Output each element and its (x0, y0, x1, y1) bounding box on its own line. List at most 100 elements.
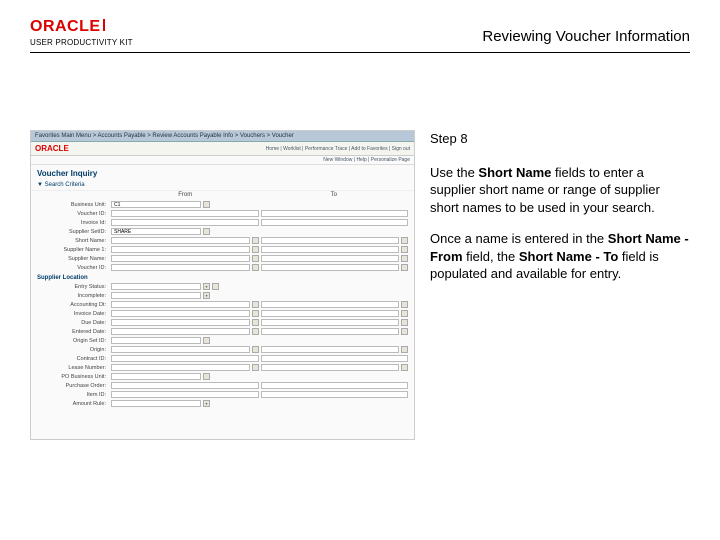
lookup-icon[interactable] (203, 201, 210, 208)
chevron-down-icon[interactable]: ▾ (203, 400, 210, 407)
from-to-header: From To (31, 191, 414, 200)
to-input[interactable] (261, 346, 400, 353)
top-links: Home | Worklist | Performance Trace | Ad… (266, 146, 410, 152)
lookup-icon[interactable] (401, 364, 408, 371)
to-input[interactable] (261, 255, 400, 262)
to-input[interactable] (261, 219, 409, 226)
section-toggle[interactable]: ▼ Search Criteria (31, 180, 414, 191)
form-row: Purchase Order: (37, 381, 408, 390)
form-row: Entered Date: (37, 327, 408, 336)
title-underline (30, 52, 690, 53)
lookup-icon[interactable] (401, 319, 408, 326)
field-label: Origin: (37, 347, 109, 353)
chevron-down-icon[interactable]: ▾ (203, 292, 210, 299)
lookup-icon[interactable] (203, 228, 210, 235)
field-label: Invoice Id: (37, 220, 109, 226)
from-input[interactable] (111, 210, 259, 217)
form-row: Origin: (37, 345, 408, 354)
from-input[interactable] (111, 255, 250, 262)
lookup-icon[interactable] (401, 328, 408, 335)
dropdown-field[interactable] (111, 283, 201, 290)
from-input[interactable] (111, 301, 250, 308)
to-input[interactable] (261, 319, 400, 326)
from-input[interactable] (111, 237, 250, 244)
form-body-2: Entry Status:▾Incomplete:▾Accounting Dt:… (31, 282, 414, 408)
lookup-icon[interactable] (252, 255, 259, 262)
lookup-icon[interactable] (401, 346, 408, 353)
lookup-icon[interactable] (252, 246, 259, 253)
dropdown-field[interactable] (111, 292, 201, 299)
sub-links: New Window | Help | Personalize Page (31, 156, 414, 165)
from-input[interactable] (111, 346, 250, 353)
from-input[interactable] (111, 246, 250, 253)
text-input[interactable]: SHARE (111, 228, 201, 235)
field-label: Invoice Date: (37, 311, 109, 317)
from-input[interactable] (111, 355, 259, 362)
lookup-icon[interactable] (252, 364, 259, 371)
form-row: Voucher ID: (37, 209, 408, 218)
text-input[interactable]: C1 (111, 201, 201, 208)
to-input[interactable] (261, 391, 409, 398)
to-input[interactable] (261, 246, 400, 253)
form-row: Contract ID: (37, 354, 408, 363)
from-input[interactable] (111, 264, 250, 271)
field-label: Purchase Order: (37, 383, 109, 389)
to-input[interactable] (261, 264, 400, 271)
from-input[interactable] (111, 219, 259, 226)
form-row: Invoice Id: (37, 218, 408, 227)
to-input[interactable] (261, 355, 409, 362)
field-label: Entry Status: (37, 284, 109, 290)
lookup-icon[interactable] (401, 255, 408, 262)
to-input[interactable] (261, 382, 409, 389)
form-heading: Voucher Inquiry (31, 165, 414, 180)
from-input[interactable] (111, 364, 250, 371)
lookup-icon[interactable] (252, 346, 259, 353)
to-input[interactable] (261, 210, 409, 217)
app-logo: ORACLE (35, 144, 69, 153)
field-label: Accounting Dt: (37, 302, 109, 308)
to-input[interactable] (261, 328, 400, 335)
lookup-icon[interactable] (252, 264, 259, 271)
text-input[interactable] (111, 373, 201, 380)
field-label: Voucher ID: (37, 265, 109, 271)
instruction-para-1: Use the Short Name fields to enter a sup… (430, 164, 690, 217)
app-screenshot: Favorites Main Menu > Accounts Payable >… (30, 130, 415, 440)
lookup-icon[interactable] (252, 319, 259, 326)
step-label: Step 8 (430, 130, 690, 148)
from-input[interactable] (111, 328, 250, 335)
to-input[interactable] (261, 301, 400, 308)
field-label: Entered Date: (37, 329, 109, 335)
form-row: Supplier Name: (37, 254, 408, 263)
from-input[interactable] (111, 391, 259, 398)
form-row: Entry Status: ▾ (37, 282, 408, 291)
lookup-icon[interactable] (203, 337, 210, 344)
lookup-icon[interactable] (401, 301, 408, 308)
field-label: Contract ID: (37, 356, 109, 362)
lookup-icon[interactable] (203, 373, 210, 380)
from-input[interactable] (111, 310, 250, 317)
text-input[interactable] (111, 337, 201, 344)
lookup-icon[interactable] (212, 283, 219, 290)
lookup-icon[interactable] (252, 301, 259, 308)
to-input[interactable] (261, 237, 400, 244)
lookup-icon[interactable] (401, 264, 408, 271)
lookup-icon[interactable] (252, 237, 259, 244)
field-label: Lease Number: (37, 365, 109, 371)
dropdown-field[interactable] (111, 400, 201, 407)
form-row: Supplier SetID:SHARE (37, 227, 408, 236)
form-row: Invoice Date: (37, 309, 408, 318)
to-input[interactable] (261, 364, 400, 371)
instruction-para-2: Once a name is entered in the Short Name… (430, 230, 690, 283)
lookup-icon[interactable] (401, 237, 408, 244)
lookup-icon[interactable] (401, 310, 408, 317)
form-row: Accounting Dt: (37, 300, 408, 309)
form-row: Item ID: (37, 390, 408, 399)
breadcrumb-bar: Favorites Main Menu > Accounts Payable >… (31, 131, 414, 142)
lookup-icon[interactable] (252, 310, 259, 317)
from-input[interactable] (111, 382, 259, 389)
from-input[interactable] (111, 319, 250, 326)
lookup-icon[interactable] (401, 246, 408, 253)
lookup-icon[interactable] (252, 328, 259, 335)
to-input[interactable] (261, 310, 400, 317)
chevron-down-icon[interactable]: ▾ (203, 283, 210, 290)
